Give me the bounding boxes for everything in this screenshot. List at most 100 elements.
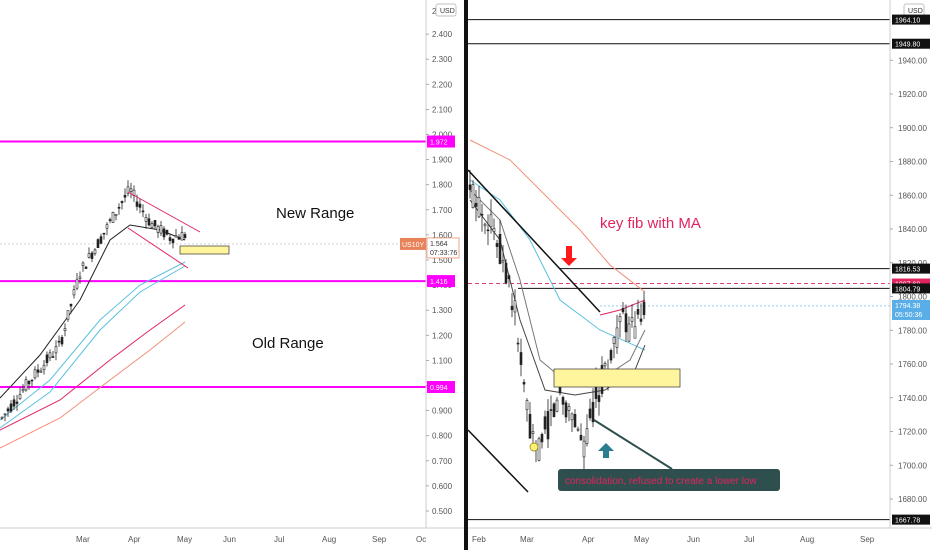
right-candle-body xyxy=(603,363,607,367)
left-candle-body xyxy=(90,252,94,259)
panel-divider[interactable] xyxy=(464,0,468,550)
left-candle-body xyxy=(54,346,58,354)
left-candle-body xyxy=(126,186,130,194)
left-y-tick-label: 0.500 xyxy=(432,507,453,516)
right-candle-body xyxy=(567,406,571,411)
right-y-tick-label: 1820.00 xyxy=(898,259,927,268)
left-candle-body xyxy=(129,188,133,192)
right-trendline-down xyxy=(467,169,601,313)
right-candle-body xyxy=(549,409,553,411)
right-candle-body xyxy=(468,184,472,190)
left-highlight-box xyxy=(179,245,230,255)
right-candle-body xyxy=(519,352,523,365)
left-candle-body xyxy=(30,379,34,382)
callout-pointer xyxy=(593,419,673,470)
right-candle-body xyxy=(471,184,475,208)
left-time-axis[interactable]: Mar Apr May Jun Jul Aug Sep Oc xyxy=(0,527,464,544)
left-candle-body xyxy=(96,239,100,249)
left-currency-badge xyxy=(435,3,457,17)
right-candle-body xyxy=(486,229,490,232)
left-y-tick-label: 1.900 xyxy=(432,156,453,165)
right-candle-body xyxy=(582,440,586,458)
left-x-tick-label: Jun xyxy=(223,535,236,544)
left-candle-body xyxy=(111,211,115,223)
right-level-badge xyxy=(892,14,930,25)
teal-up-arrow xyxy=(598,443,614,458)
right-candle-body xyxy=(507,275,511,280)
left-candle-body xyxy=(33,369,37,379)
right-time-axis[interactable]: Feb Mar Apr May Jun Jul Aug Sep xyxy=(468,527,932,544)
left-candle-body xyxy=(42,364,46,371)
right-candle-body xyxy=(591,401,595,423)
right-candle-body xyxy=(555,399,559,412)
right-y-tick-label: 1680.00 xyxy=(898,495,927,504)
right-candle-body xyxy=(624,313,628,333)
right-candle-body xyxy=(528,413,532,439)
left-candle-body xyxy=(36,369,40,373)
right-marker-dot xyxy=(529,442,539,452)
left-candle-body xyxy=(21,388,25,392)
left-candle-body xyxy=(138,203,142,208)
right-y-tick-label: 1780.00 xyxy=(898,326,927,335)
left-candle-body xyxy=(87,253,91,258)
left-candle-body xyxy=(150,223,154,228)
left-candle-body xyxy=(162,228,166,238)
left-candle-body xyxy=(24,379,28,391)
left-level-label: 0.994 xyxy=(430,385,448,392)
left-candle-body xyxy=(51,356,55,358)
left-last-price-badge xyxy=(426,237,460,259)
left-candle-body xyxy=(168,237,172,241)
right-y-tick-label: 1700.00 xyxy=(898,461,927,470)
consolidation-callout: consolidation, refused to create a lower… xyxy=(558,469,780,491)
left-y-tick-label: 1.700 xyxy=(432,206,453,215)
right-level-badge xyxy=(892,514,930,525)
left-candle-body xyxy=(75,279,79,289)
right-x-tick-label: Jun xyxy=(687,535,700,544)
left-candle-body xyxy=(114,213,118,217)
left-candle-body xyxy=(60,337,64,345)
right-candle-body xyxy=(579,434,583,441)
left-candle-body xyxy=(48,352,52,359)
left-y-tick-label: 1.300 xyxy=(432,306,453,315)
right-price-axis[interactable]: 1940.00 1920.00 1900.00 1880.00 1860.00 1840.… xyxy=(889,0,927,528)
right-candle-body xyxy=(525,400,529,411)
right-candle-body xyxy=(546,411,550,440)
left-ma-cyan-2 xyxy=(0,265,186,429)
left-candle-body xyxy=(120,201,124,204)
left-ma-red xyxy=(0,304,186,431)
right-candle-body xyxy=(480,213,484,216)
right-candle-body xyxy=(612,337,616,344)
right-candle-body xyxy=(477,197,481,218)
right-level-badge xyxy=(892,38,930,49)
right-candle-body xyxy=(585,428,589,444)
right-candle-body xyxy=(516,342,520,345)
right-x-tick-label: Sep xyxy=(860,535,875,544)
left-candle-body xyxy=(165,229,169,235)
right-y-tick-label: 1840.00 xyxy=(898,225,927,234)
left-chart-panel[interactable]: New Range Old Range 2.400 2.300 2.200 2.100… xyxy=(0,0,464,544)
left-y-tick-label: 2.200 xyxy=(432,80,453,89)
right-candle-body xyxy=(618,316,622,323)
left-candle-body xyxy=(123,194,127,198)
right-y-tick-label: 1760.00 xyxy=(898,360,927,369)
right-candle-body xyxy=(498,234,502,264)
right-y-tick-label: 1880.00 xyxy=(898,158,927,167)
left-candle-body xyxy=(105,224,109,229)
right-ma-cyan xyxy=(469,179,646,351)
right-level-badge xyxy=(892,263,930,274)
right-y-tick-label: 1940.00 xyxy=(898,56,927,65)
right-candle-body xyxy=(543,416,547,430)
right-chart-panel[interactable]: key fib with MA consolidation, refused t… xyxy=(467,0,932,544)
left-price-badges: 1.972 1.416 0.994 US10Y 1.564 07:33:76 xyxy=(400,135,460,394)
right-y-tick-label: 1720.00 xyxy=(898,428,927,437)
left-candle-body xyxy=(171,238,175,244)
left-candle-body xyxy=(27,380,31,385)
left-channel-top xyxy=(127,191,201,233)
left-y-tick-label: 0.700 xyxy=(432,457,453,466)
left-candle-body xyxy=(159,225,163,234)
left-y-tick-label: 1.600 xyxy=(432,231,453,240)
left-y-tick-label-top: 2 xyxy=(432,7,437,16)
right-y-tick-label: 1740.00 xyxy=(898,394,927,403)
callout-box xyxy=(558,469,780,491)
